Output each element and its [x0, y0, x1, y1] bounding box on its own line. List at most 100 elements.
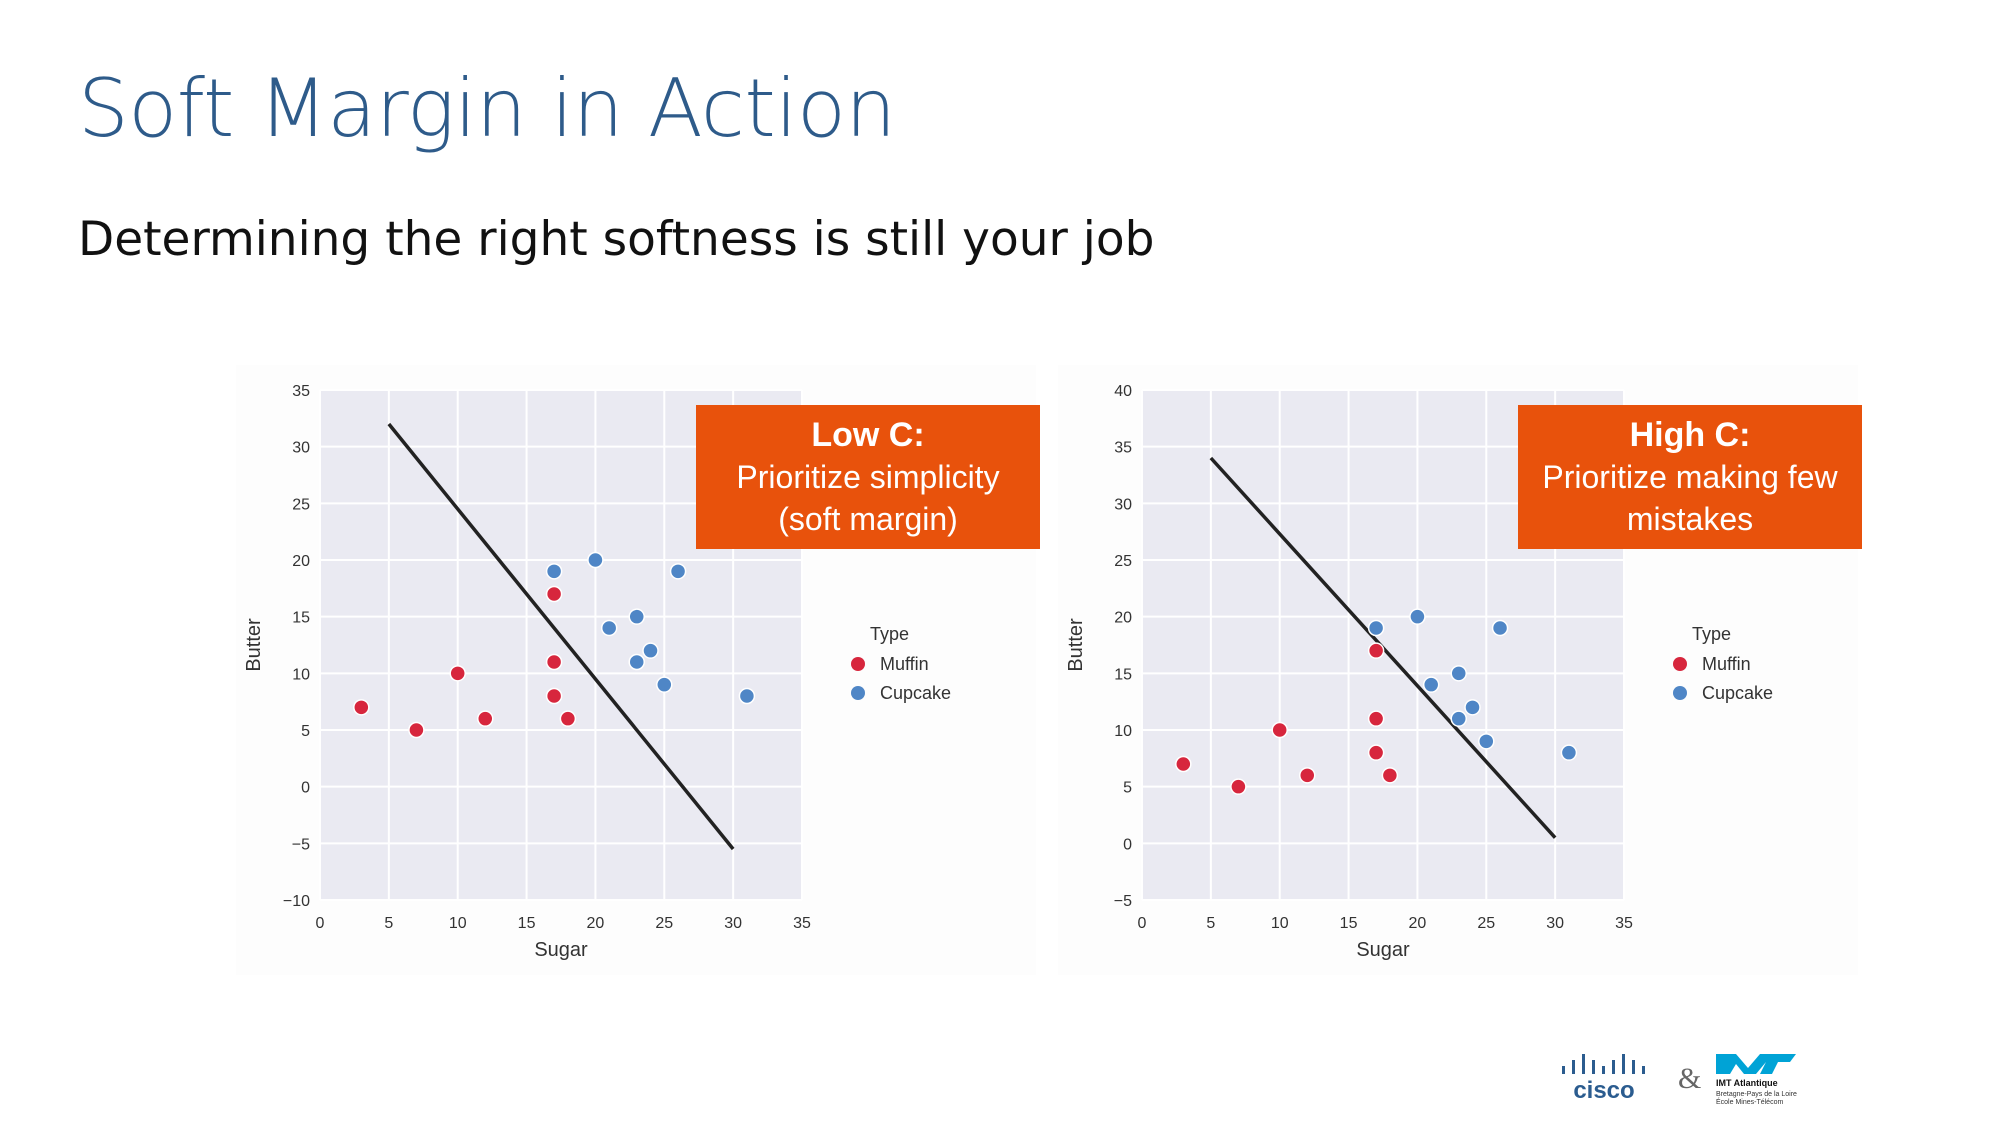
low-c-point-muffin: [353, 699, 370, 716]
low-c-x-tick-label: 0: [316, 915, 325, 932]
high-c-chart-svg: 0 5 10 15 20 25 30 35 −5 0 5 10 15 20 25 30 35 40 Sugar But…: [1065, 383, 1773, 961]
imt-logo-text: IMT Atlantique: [1716, 1078, 1778, 1088]
low-c-x-tick-label: 15: [518, 915, 536, 932]
high-c-y-tick-label: 40: [1114, 383, 1132, 400]
low-c-y-tick-label: 15: [292, 610, 310, 627]
low-c-x-tick-label: 10: [449, 915, 467, 932]
high-c-point-cupcake: [1560, 744, 1578, 761]
high-c-point-muffin: [1367, 744, 1385, 761]
low-c-point-cupcake: [587, 551, 604, 569]
high-c-y-tick-label: 25: [1114, 553, 1132, 570]
low-c-legend-marker-cupcake: [851, 686, 865, 700]
high-c-x-tick-label: 15: [1340, 915, 1358, 932]
high-c-x-tick-label: 20: [1409, 915, 1427, 932]
low-c-y-tick-label: −5: [292, 836, 310, 853]
low-c-x-tick-label: 20: [587, 915, 605, 932]
imt-logo-line2: Bretagne-Pays de la Loire: [1716, 1091, 1797, 1098]
high-c-y-tick-label: 15: [1114, 666, 1132, 683]
low-c-point-cupcake: [738, 687, 756, 705]
high-c-point-muffin: [1175, 755, 1192, 773]
high-c-legend-marker-cupcake: [1673, 686, 1687, 700]
high-c-y-tick-label: 5: [1123, 780, 1132, 797]
low-c-legend-title: Type: [870, 624, 909, 644]
low-c-point-cupcake: [642, 642, 659, 659]
high-c-legend-label-muffin: Muffin: [1702, 654, 1751, 674]
cisco-logo-icon: cisco: [1562, 1054, 1645, 1104]
high-c-legend-marker-muffin: [1673, 657, 1687, 671]
low-c-callout-heading: Low C:: [811, 416, 925, 454]
low-c-x-axis-label: Sugar: [534, 939, 588, 961]
ampersand: &: [1678, 1062, 1701, 1095]
low-c-x-tick-label: 35: [793, 915, 811, 932]
low-c-y-axis-label: Butter: [243, 618, 265, 672]
high-c-point-muffin: [1367, 710, 1385, 727]
footer-logos-svg: cisco & IMT Atlantique Bretagne-Pays de …: [1562, 1054, 1797, 1106]
low-c-y-tick-label: 20: [292, 553, 310, 570]
slide-title: Soft Margin in Action: [78, 62, 896, 155]
high-c-point-cupcake: [1450, 665, 1467, 682]
footer-logos: cisco & IMT Atlantique Bretagne-Pays de …: [1560, 1052, 1820, 1112]
high-c-y-axis-label: Butter: [1065, 618, 1087, 672]
low-c-point-muffin: [477, 710, 494, 727]
high-c-y-tick-label: 30: [1114, 496, 1132, 513]
low-c-point-muffin: [559, 710, 577, 727]
imt-logo-line3: École Mines-Télécom: [1716, 1097, 1783, 1106]
low-c-point-cupcake: [600, 619, 618, 637]
cisco-logo-text: cisco: [1573, 1077, 1634, 1104]
high-c-chart: 0 5 10 15 20 25 30 35 −5 0 5 10 15 20 25 30 35 40 Sugar But…: [1058, 365, 1862, 975]
high-c-legend-label-cupcake: Cupcake: [1702, 683, 1773, 703]
high-c-x-tick-label: 30: [1546, 915, 1564, 932]
high-c-point-muffin: [1367, 642, 1385, 659]
low-c-decision-line: [387, 422, 735, 851]
low-c-point-muffin: [449, 665, 466, 682]
high-c-y-tick-label: 35: [1114, 440, 1132, 457]
high-c-point-cupcake: [1478, 733, 1495, 750]
low-c-y-tick-label: 25: [292, 496, 310, 513]
low-c-y-tick-label: −10: [283, 893, 310, 910]
low-c-point-muffin: [408, 721, 425, 739]
high-c-point-muffin: [1381, 767, 1399, 784]
low-c-y-tick-label: 30: [292, 440, 310, 457]
high-c-y-tick-label: −5: [1114, 893, 1132, 910]
high-c-x-tick-label: 10: [1271, 915, 1289, 932]
high-c-x-tick-label: 25: [1477, 915, 1495, 932]
low-c-point-cupcake: [628, 608, 645, 625]
low-c-point-muffin: [545, 653, 563, 671]
high-c-callout-body: Prioritize making few mistakes: [1542, 459, 1838, 537]
high-c-x-tick-label: 35: [1615, 915, 1633, 932]
low-c-x-tick-label: 30: [724, 915, 742, 932]
low-c-legend-label-cupcake: Cupcake: [880, 683, 951, 703]
low-c-callout: Low C: Prioritize simplicity (soft margi…: [696, 405, 1040, 549]
low-c-point-muffin: [545, 585, 563, 603]
low-c-callout-body: Prioritize simplicity (soft margin): [736, 459, 1000, 537]
high-c-y-tick-label: 20: [1114, 610, 1132, 627]
low-c-y-tick-label: 10: [292, 666, 310, 683]
low-c-point-cupcake: [669, 563, 687, 580]
low-c-x-tick-label: 25: [655, 915, 673, 932]
high-c-point-cupcake: [1409, 608, 1426, 625]
high-c-x-axis-label: Sugar: [1356, 939, 1410, 961]
high-c-point-cupcake: [1367, 619, 1385, 637]
slide-subtitle: Determining the right softness is still …: [78, 212, 1155, 267]
high-c-point-cupcake: [1422, 676, 1440, 693]
imt-atlantique-logo-icon: IMT Atlantique Bretagne-Pays de la Loire…: [1716, 1054, 1797, 1106]
high-c-callout-heading: High C:: [1629, 416, 1751, 454]
low-c-point-cupcake: [656, 676, 673, 693]
low-c-y-tick-label: 5: [301, 723, 310, 740]
low-c-y-tick-label: 35: [292, 383, 310, 400]
high-c-legend-title: Type: [1692, 624, 1731, 644]
high-c-point-cupcake: [1491, 619, 1509, 637]
low-c-chart: 0 5 10 15 20 25 30 35 −10 −5 0 5 10 15 20 25 30 35 Sugar Bu…: [236, 365, 1040, 975]
low-c-point-cupcake: [545, 563, 563, 580]
high-c-x-tick-label: 0: [1138, 915, 1147, 932]
low-c-point-cupcake: [628, 653, 645, 671]
low-c-x-tick-label: 5: [384, 915, 393, 932]
high-c-y-tick-label: 10: [1114, 723, 1132, 740]
low-c-point-muffin: [545, 687, 563, 705]
high-c-y-tick-label: 0: [1123, 836, 1132, 853]
high-c-point-muffin: [1299, 767, 1316, 784]
high-c-point-muffin: [1271, 721, 1288, 739]
high-c-point-cupcake: [1450, 710, 1467, 727]
high-c-point-cupcake: [1464, 699, 1481, 716]
high-c-point-muffin: [1230, 778, 1247, 795]
